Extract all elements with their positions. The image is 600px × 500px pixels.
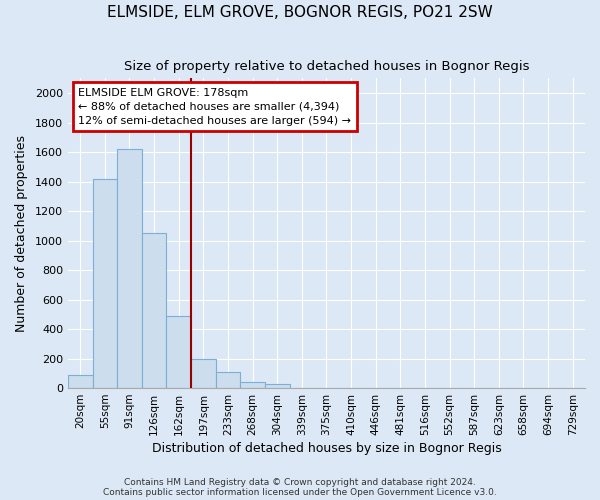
Title: Size of property relative to detached houses in Bognor Regis: Size of property relative to detached ho… bbox=[124, 60, 529, 73]
Bar bbox=[166, 316, 191, 388]
Text: Contains HM Land Registry data © Crown copyright and database right 2024.
Contai: Contains HM Land Registry data © Crown c… bbox=[103, 478, 497, 497]
Bar bbox=[142, 233, 166, 388]
Bar bbox=[191, 358, 215, 388]
Bar bbox=[68, 375, 92, 388]
Bar bbox=[117, 149, 142, 388]
Y-axis label: Number of detached properties: Number of detached properties bbox=[15, 134, 28, 332]
Text: ELMSIDE, ELM GROVE, BOGNOR REGIS, PO21 2SW: ELMSIDE, ELM GROVE, BOGNOR REGIS, PO21 2… bbox=[107, 5, 493, 20]
X-axis label: Distribution of detached houses by size in Bognor Regis: Distribution of detached houses by size … bbox=[152, 442, 502, 455]
Bar bbox=[265, 384, 290, 388]
Text: ELMSIDE ELM GROVE: 178sqm
← 88% of detached houses are smaller (4,394)
12% of se: ELMSIDE ELM GROVE: 178sqm ← 88% of detac… bbox=[78, 88, 351, 126]
Bar bbox=[215, 372, 240, 388]
Bar bbox=[92, 178, 117, 388]
Bar bbox=[240, 382, 265, 388]
